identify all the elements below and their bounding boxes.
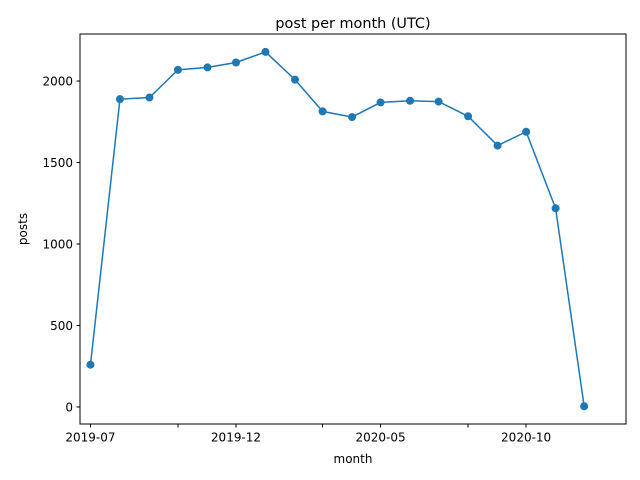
- x-tick-label: 2019-07: [65, 431, 115, 445]
- y-tick-label: 2000: [42, 75, 73, 89]
- data-point: [406, 96, 415, 105]
- data-point: [580, 402, 589, 411]
- data-point: [348, 113, 357, 122]
- y-tick-label: 0: [65, 400, 73, 414]
- y-axis-label: posts: [16, 213, 30, 245]
- data-point: [464, 112, 473, 121]
- x-axis-label: month: [334, 452, 373, 466]
- data-point: [173, 65, 182, 74]
- chart-title: post per month (UTC): [275, 16, 430, 32]
- data-point: [522, 127, 531, 136]
- data-point: [290, 75, 299, 84]
- data-point: [86, 360, 95, 369]
- data-point: [318, 107, 327, 116]
- y-tick-label: 1000: [42, 237, 73, 251]
- data-point: [261, 47, 270, 56]
- y-tick-label: 1500: [42, 156, 73, 170]
- data-point: [376, 98, 385, 107]
- data-point: [115, 95, 124, 104]
- series-group: [86, 47, 589, 411]
- series-line: [89, 51, 585, 407]
- y-axis: 0 500 1000 1500 2000: [42, 75, 80, 414]
- x-tick-label: 2020-05: [356, 431, 406, 445]
- x-tick-label: 2019-12: [211, 431, 261, 445]
- data-point: [145, 93, 154, 102]
- data-point: [232, 58, 240, 67]
- data-point: [434, 97, 443, 106]
- data-point: [551, 204, 560, 213]
- x-axis: 2019-07 2019-12 2020-05 2020-10: [65, 424, 551, 445]
- y-tick-label: 500: [50, 319, 73, 333]
- data-point: [203, 63, 212, 72]
- x-tick-label: 2020-10: [501, 431, 551, 445]
- plot-frame: [79, 33, 627, 425]
- data-point: [493, 141, 502, 150]
